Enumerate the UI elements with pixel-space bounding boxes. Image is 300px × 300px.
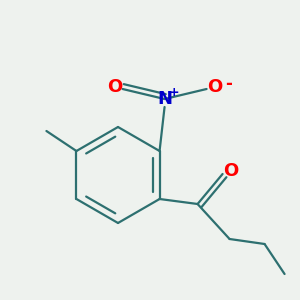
Text: O: O (107, 78, 122, 96)
Text: O: O (207, 78, 222, 96)
Text: +: + (168, 85, 179, 98)
Text: -: - (225, 75, 232, 93)
Text: N: N (157, 90, 172, 108)
Text: O: O (223, 162, 238, 180)
